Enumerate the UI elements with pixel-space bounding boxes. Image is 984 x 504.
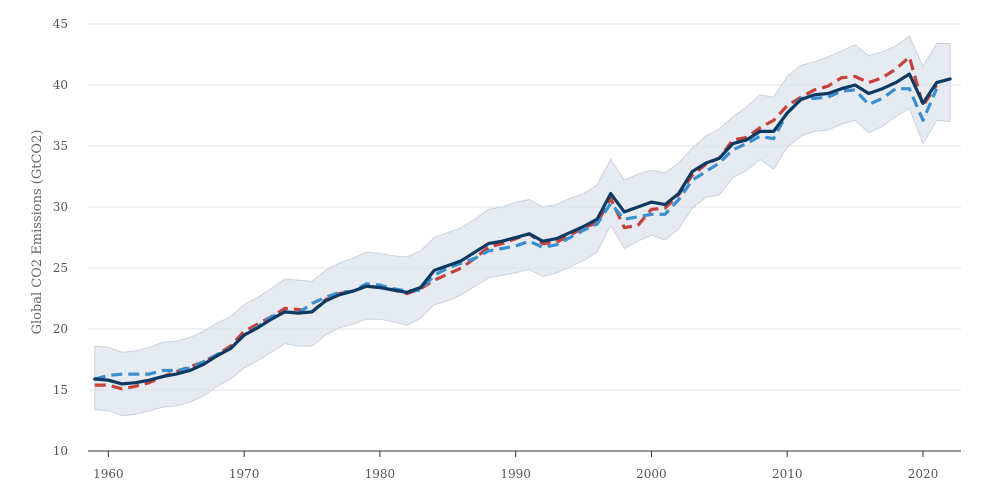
y-tick-label-45: 45 bbox=[53, 17, 68, 31]
series-line-central-solid bbox=[93, 72, 952, 386]
y-tick-label-15: 15 bbox=[53, 383, 68, 397]
y-tick-label-30: 30 bbox=[53, 200, 68, 214]
y-tick-label-10: 10 bbox=[53, 444, 68, 458]
series-lines bbox=[93, 55, 952, 391]
y-tick-label-25: 25 bbox=[53, 261, 68, 275]
x-tick-label-2000: 2000 bbox=[636, 467, 667, 481]
x-tick-label-1960: 1960 bbox=[93, 467, 124, 481]
y-tick-label-35: 35 bbox=[53, 139, 68, 153]
uncertainty-band-group bbox=[94, 35, 951, 417]
x-tick-label-1980: 1980 bbox=[365, 467, 396, 481]
x-tick-label-2020: 2020 bbox=[908, 467, 939, 481]
x-tick-label-1970: 1970 bbox=[229, 467, 260, 481]
y-tick-label-40: 40 bbox=[53, 78, 68, 92]
y-tick-label-20: 20 bbox=[53, 322, 68, 336]
x-tick-label-2010: 2010 bbox=[772, 467, 803, 481]
axes: 10 15 20 25 30 35 40 45 1960 1970 1980 1990 2000 2010… bbox=[53, 17, 961, 481]
y-axis-title: Global CO2 Emissions (GtCO2) bbox=[30, 130, 45, 335]
x-tick-label-1990: 1990 bbox=[500, 467, 531, 481]
uncertainty-band bbox=[94, 35, 951, 417]
